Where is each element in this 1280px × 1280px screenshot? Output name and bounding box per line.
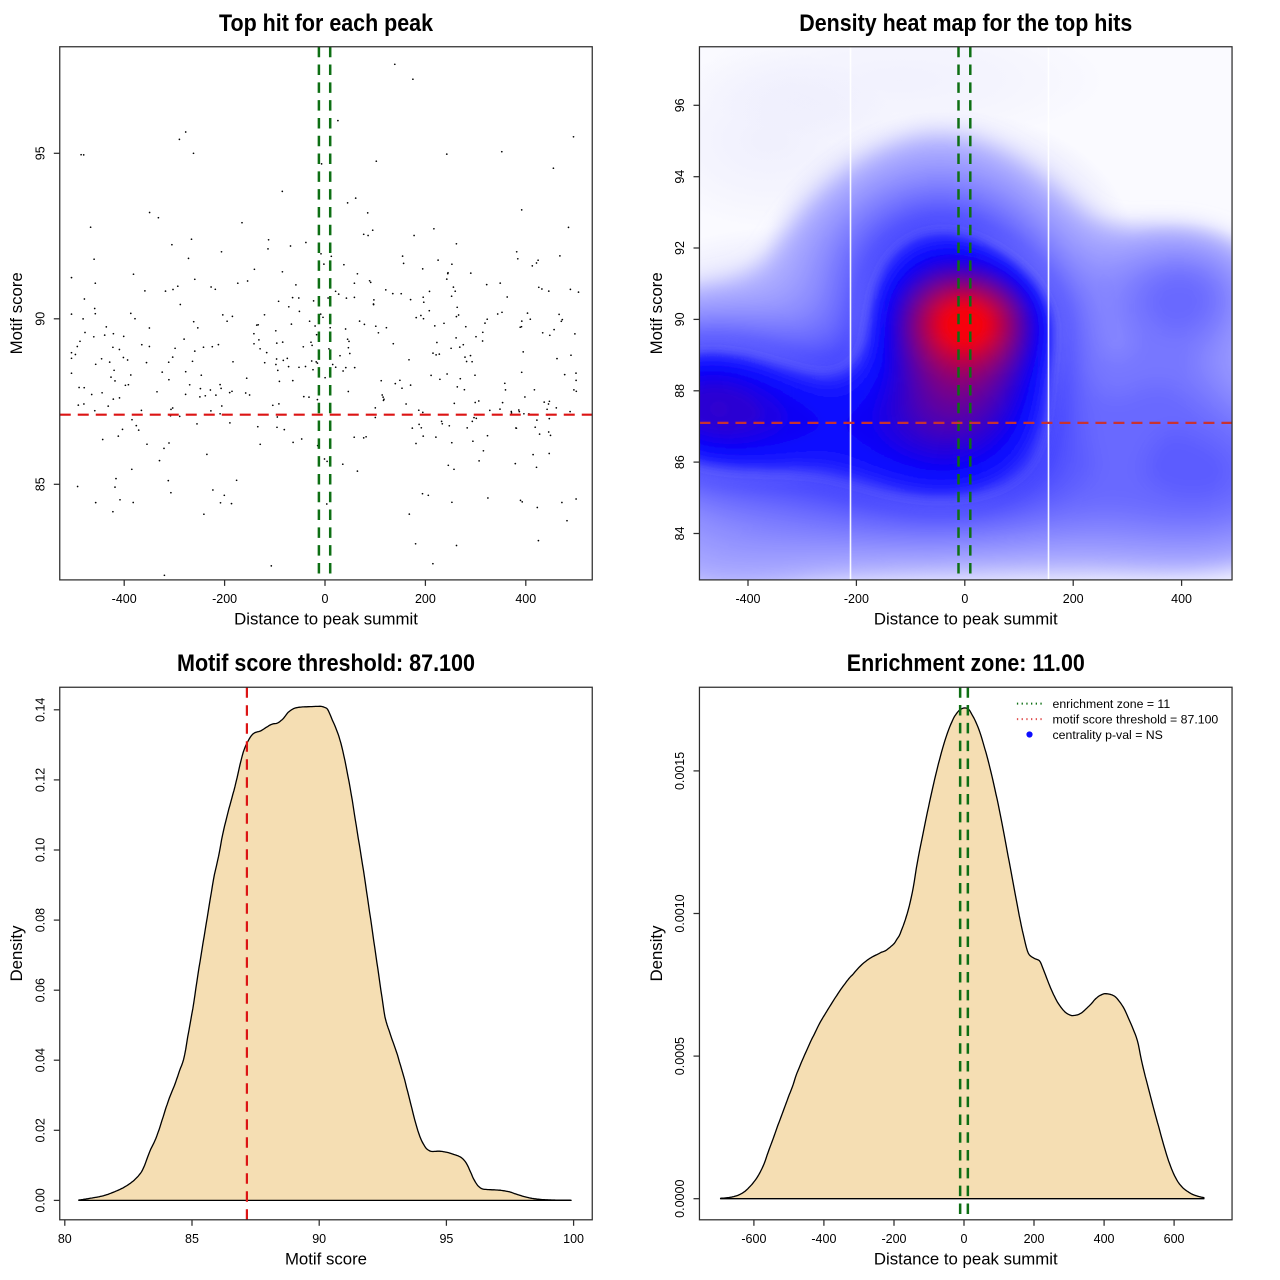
svg-text:90: 90 <box>312 1232 326 1246</box>
svg-text:94: 94 <box>673 170 687 184</box>
svg-text:enrichment zone = 11: enrichment zone = 11 <box>1053 697 1171 711</box>
svg-text:0: 0 <box>961 1232 968 1246</box>
svg-text:0.0000: 0.0000 <box>673 1180 687 1218</box>
svg-text:Motif score: Motif score <box>7 272 26 354</box>
svg-text:0: 0 <box>961 592 968 606</box>
svg-text:95: 95 <box>34 146 48 160</box>
svg-text:95: 95 <box>439 1232 453 1246</box>
svg-text:0.02: 0.02 <box>34 1118 48 1142</box>
svg-text:Density: Density <box>7 925 26 982</box>
svg-text:88: 88 <box>673 384 687 398</box>
svg-text:-400: -400 <box>112 592 137 606</box>
svg-text:80: 80 <box>58 1232 72 1246</box>
svg-text:-400: -400 <box>735 592 760 606</box>
svg-text:Distance to peak summit: Distance to peak summit <box>874 610 1058 629</box>
svg-text:0.06: 0.06 <box>34 978 48 1002</box>
svg-text:92: 92 <box>673 241 687 255</box>
svg-text:400: 400 <box>1094 1232 1115 1246</box>
svg-text:Motif score: Motif score <box>647 272 666 354</box>
svg-text:-200: -200 <box>881 1232 906 1246</box>
svg-text:90: 90 <box>34 312 48 326</box>
svg-text:90: 90 <box>673 312 687 326</box>
svg-text:-200: -200 <box>844 592 869 606</box>
svg-text:600: 600 <box>1164 1232 1185 1246</box>
svg-text:84: 84 <box>673 527 687 541</box>
svg-text:200: 200 <box>1024 1232 1045 1246</box>
svg-text:motif score threshold = 87.100: motif score threshold = 87.100 <box>1053 713 1219 727</box>
svg-text:400: 400 <box>515 592 536 606</box>
svg-text:0.00: 0.00 <box>34 1188 48 1212</box>
svg-text:85: 85 <box>185 1232 199 1246</box>
svg-text:200: 200 <box>415 592 436 606</box>
svg-text:Density: Density <box>647 925 666 982</box>
svg-text:0.0015: 0.0015 <box>673 752 687 790</box>
svg-text:85: 85 <box>34 477 48 491</box>
svg-text:Motif score: Motif score <box>285 1250 367 1269</box>
svg-text:200: 200 <box>1063 592 1084 606</box>
svg-text:Enrichment zone: 11.00: Enrichment zone: 11.00 <box>847 650 1085 677</box>
svg-text:Top hit for each peak: Top hit for each peak <box>219 10 434 37</box>
svg-text:100: 100 <box>563 1232 584 1246</box>
svg-text:0.08: 0.08 <box>34 908 48 932</box>
svg-text:0.0010: 0.0010 <box>673 894 687 932</box>
svg-text:0.10: 0.10 <box>34 838 48 862</box>
svg-text:-200: -200 <box>212 592 237 606</box>
svg-text:-400: -400 <box>811 1232 836 1246</box>
svg-text:0.12: 0.12 <box>34 768 48 792</box>
svg-text:400: 400 <box>1171 592 1192 606</box>
svg-text:Motif score threshold: 87.100: Motif score threshold: 87.100 <box>177 650 475 677</box>
svg-text:0.04: 0.04 <box>34 1048 48 1072</box>
svg-text:0.0005: 0.0005 <box>673 1037 687 1075</box>
svg-text:86: 86 <box>673 455 687 469</box>
svg-text:Distance to peak summit: Distance to peak summit <box>234 610 418 629</box>
svg-text:Density heat map for the top h: Density heat map for the top hits <box>799 10 1132 37</box>
svg-text:Distance to peak summit: Distance to peak summit <box>874 1250 1058 1269</box>
svg-text:0.14: 0.14 <box>34 698 48 722</box>
svg-text:96: 96 <box>673 98 687 112</box>
svg-text:centrality p-val = NS: centrality p-val = NS <box>1053 728 1163 742</box>
svg-text:0: 0 <box>322 592 329 606</box>
svg-text:-600: -600 <box>741 1232 766 1246</box>
